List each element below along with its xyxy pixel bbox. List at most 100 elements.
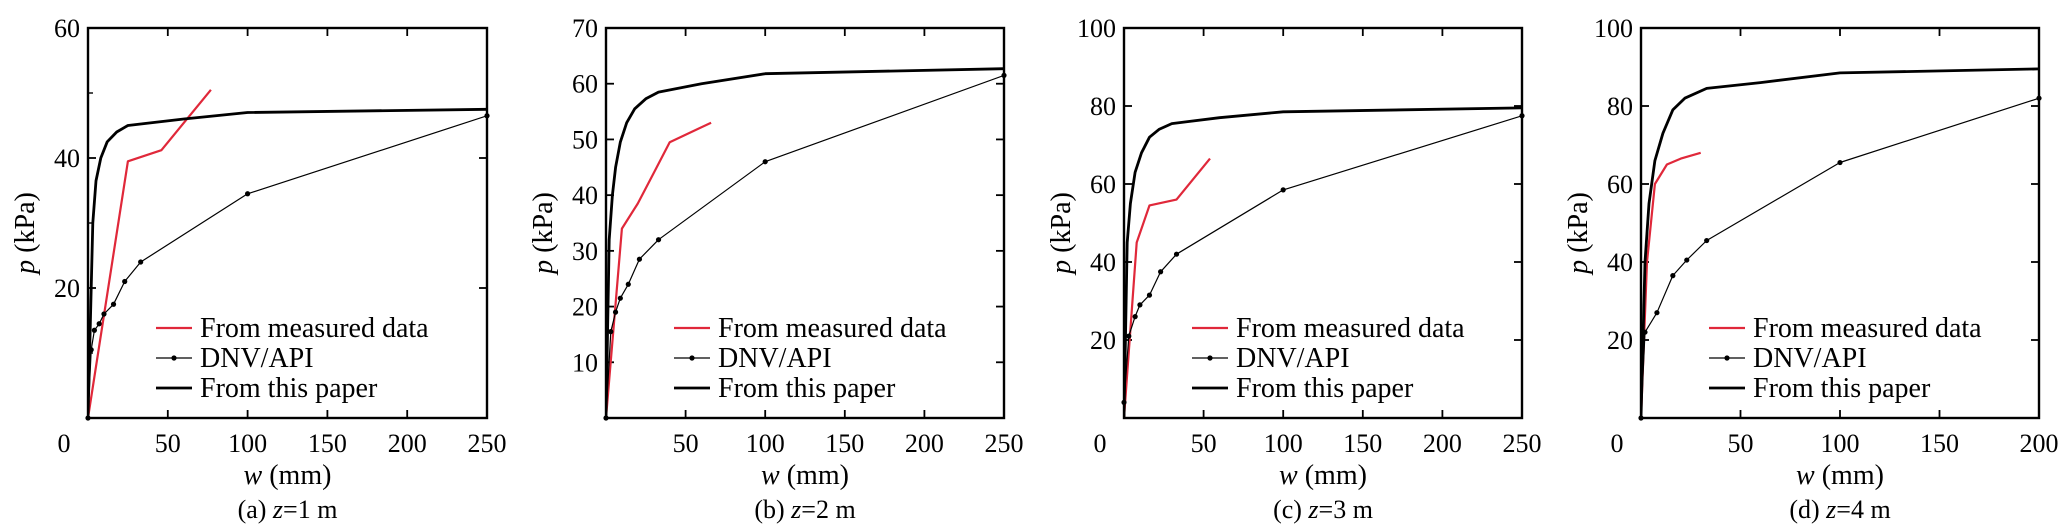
x-axis-unit: (mm) — [262, 460, 331, 491]
data-point — [612, 309, 619, 315]
series-line-measured — [606, 121, 712, 418]
y-tick-label: 40 — [54, 144, 80, 173]
y-tick-label: 60 — [1607, 170, 1633, 199]
data-point — [1132, 314, 1138, 320]
y-tick-label: 70 — [572, 14, 598, 43]
series-line-dnv — [1641, 97, 2039, 418]
x-tick-label: 50 — [673, 429, 699, 458]
x-tick-label: 100 — [1821, 429, 1860, 458]
data-point — [1654, 310, 1660, 316]
x-tick-label: 250 — [468, 429, 507, 458]
caption-prefix: (b) — [754, 495, 791, 524]
x-tick-label: 50 — [1191, 429, 1217, 458]
x-axis-title: w (mm) — [1279, 460, 1367, 491]
legend-label: DNV/API — [1236, 343, 1350, 374]
legend-marker — [1724, 355, 1730, 361]
data-point — [608, 329, 614, 335]
y-axis-title: p (kPa) — [1563, 192, 1594, 276]
legend-label: From this paper — [1236, 373, 1414, 404]
data-point — [1137, 302, 1143, 308]
data-point — [110, 301, 117, 307]
legend-marker — [1207, 355, 1213, 361]
y-axis-unit: (kPa) — [10, 192, 41, 260]
data-point — [762, 159, 768, 165]
legend-marker — [171, 355, 177, 361]
x-axis-title: w (mm) — [1796, 460, 1884, 491]
y-tick-label: 10 — [572, 348, 598, 377]
caption-prefix: (c) — [1273, 495, 1308, 524]
caption-variable: z — [1307, 495, 1318, 524]
y-axis-title: p (kPa) — [1046, 192, 1077, 276]
y-axis-variable: p — [528, 260, 559, 276]
x-axis-unit: (mm) — [1815, 460, 1884, 491]
y-tick-label: 50 — [572, 125, 598, 154]
data-point — [91, 327, 97, 333]
data-point — [1670, 273, 1676, 279]
y-tick-label: 60 — [572, 70, 598, 99]
y-axis-title: p (kPa) — [528, 192, 559, 276]
x-tick-label: 150 — [308, 429, 347, 458]
panel-caption: (b) z=2 m — [754, 495, 855, 524]
series-line-measured — [1124, 157, 1211, 418]
y-tick-label: 40 — [1607, 248, 1633, 277]
caption-variable: z — [790, 495, 801, 524]
y-axis-title: p (kPa) — [10, 192, 41, 276]
x-axis-unit: (mm) — [1298, 460, 1367, 491]
data-point — [655, 237, 662, 243]
x-axis-variable: w — [244, 460, 263, 491]
data-point — [617, 295, 623, 301]
data-point — [1704, 237, 1710, 244]
panel-caption: (a) z=1 m — [238, 495, 338, 524]
y-tick-label: 40 — [572, 181, 598, 210]
legend-label: From this paper — [200, 373, 378, 404]
x-tick-label: 50 — [155, 429, 181, 458]
x-axis-title: w (mm) — [244, 460, 332, 491]
series-line-paper — [1641, 67, 2039, 418]
caption-variable: z — [1825, 495, 1836, 524]
x-tick-label: 200 — [1423, 429, 1462, 458]
y-tick-label: 100 — [1077, 14, 1116, 43]
data-point — [122, 278, 128, 285]
caption-prefix: (a) — [238, 495, 273, 524]
plot-frame — [604, 26, 1006, 420]
x-tick-label: 150 — [1920, 429, 1959, 458]
x-tick-label: 0 — [58, 429, 71, 458]
legend-marker — [689, 355, 695, 361]
y-axis-variable: p — [10, 260, 41, 276]
panel-caption: (d) z=4 m — [1789, 495, 1890, 524]
y-axis-variable: p — [1046, 260, 1077, 276]
x-axis-variable: w — [1796, 460, 1815, 491]
caption-suffix: =4 m — [1836, 495, 1890, 524]
data-point — [1001, 72, 1007, 78]
data-point — [1146, 292, 1153, 298]
x-tick-label: 200 — [388, 429, 427, 458]
legend-label: DNV/API — [1753, 343, 1867, 374]
y-tick-label: 30 — [572, 237, 598, 266]
data-point — [245, 191, 251, 197]
y-tick-label: 80 — [1090, 92, 1116, 121]
chart-panel-1: 0 50 100 150 200 250 20 40 60 w (mm) p (kPa) (a) z=… — [10, 14, 507, 524]
plot-frame — [1122, 26, 1524, 420]
legend-label: From this paper — [1753, 373, 1931, 404]
legend-label: From measured data — [1236, 313, 1465, 344]
y-tick-label: 20 — [54, 274, 80, 303]
data-point — [1837, 159, 1843, 166]
caption-suffix: =1 m — [283, 495, 337, 524]
data-point — [1173, 251, 1180, 257]
x-tick-label: 250 — [985, 429, 1024, 458]
x-tick-label: 250 — [1503, 429, 1542, 458]
data-point — [1126, 333, 1132, 339]
data-point — [101, 311, 107, 317]
x-tick-label: 100 — [228, 429, 267, 458]
legend-label: From measured data — [718, 313, 947, 344]
x-tick-label: 0 — [1094, 429, 1107, 458]
x-axis-unit: (mm) — [780, 460, 849, 491]
legend-label: From this paper — [718, 373, 896, 404]
y-axis-unit: (kPa) — [528, 192, 559, 260]
series-line-paper — [606, 67, 1004, 418]
y-tick-label: 40 — [1090, 248, 1116, 277]
y-tick-label: 20 — [572, 293, 598, 322]
